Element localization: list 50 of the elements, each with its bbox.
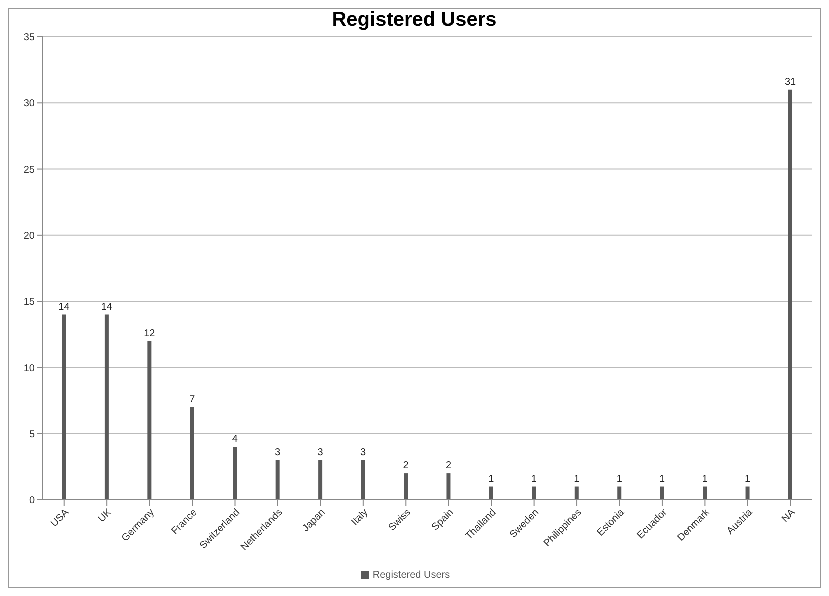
y-tick-label: 5 <box>29 429 36 440</box>
bar <box>489 486 494 500</box>
data-label: 2 <box>403 460 410 472</box>
bar <box>361 460 366 500</box>
bar <box>446 474 451 500</box>
y-tick-label: 30 <box>24 98 36 110</box>
bar <box>746 486 750 500</box>
x-tick-label: Italy <box>350 507 371 528</box>
data-label: 14 <box>101 302 113 313</box>
y-tick-label: 25 <box>24 164 36 176</box>
data-label: 7 <box>190 394 196 406</box>
legend-label: Registered Users <box>372 570 450 581</box>
x-tick-label: NA <box>780 507 798 525</box>
y-tick-label: 0 <box>29 496 36 507</box>
bar <box>104 314 109 500</box>
data-label: 3 <box>275 447 282 458</box>
data-label: 1 <box>702 474 708 485</box>
bar <box>574 486 579 500</box>
data-label: 1 <box>574 474 580 485</box>
bar <box>703 486 708 500</box>
data-label: 12 <box>144 328 156 340</box>
data-label: 1 <box>531 474 538 485</box>
data-label: 1 <box>660 474 666 485</box>
bar <box>532 486 536 500</box>
data-label: 4 <box>232 434 238 446</box>
data-label: 1 <box>488 474 495 485</box>
data-label: 1 <box>616 474 623 485</box>
bar <box>788 90 793 500</box>
y-tick-label: 20 <box>24 230 36 242</box>
data-label: 3 <box>318 447 324 458</box>
bar <box>618 486 622 500</box>
x-tick-label: UK <box>96 507 114 525</box>
bar <box>62 314 66 500</box>
bar <box>404 474 408 500</box>
data-label: 1 <box>745 474 751 485</box>
chart-title: Registered Users <box>331 9 498 33</box>
y-tick-label: 10 <box>24 363 36 374</box>
bar <box>276 460 280 500</box>
bar <box>190 407 194 500</box>
data-label: 2 <box>446 460 452 472</box>
y-tick-label: 35 <box>24 32 36 44</box>
data-label: 14 <box>58 302 70 313</box>
data-label: 31 <box>784 76 796 88</box>
y-tick-label: 15 <box>24 297 36 308</box>
data-label: 3 <box>360 447 366 458</box>
bar <box>318 460 323 500</box>
bar <box>233 447 238 500</box>
bar <box>148 341 152 500</box>
x-tick-label: USA <box>49 507 72 530</box>
bar <box>660 486 664 500</box>
